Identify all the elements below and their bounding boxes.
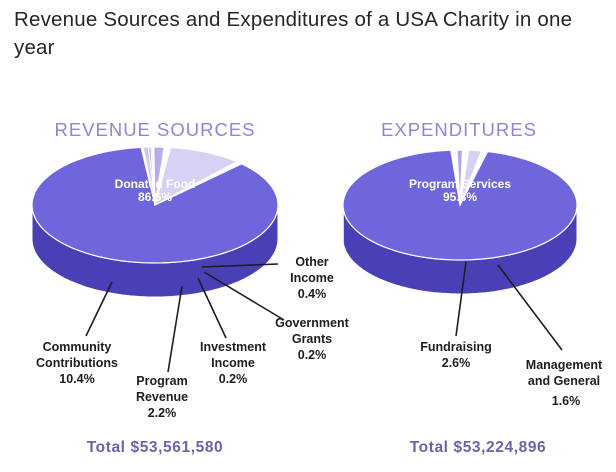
label-management-general-1: Management xyxy=(526,358,603,372)
value-community-contributions: 10.4% xyxy=(59,372,94,386)
slice-program-revenue xyxy=(153,146,165,206)
value-investment-income: 0.2% xyxy=(219,372,248,386)
label-program-revenue-2: Revenue xyxy=(136,390,188,404)
leader-lines xyxy=(85,261,563,373)
slice-management-and-general xyxy=(456,149,464,206)
leader-community-contributions xyxy=(85,281,113,337)
label-investment-income-1: Investment xyxy=(200,340,267,354)
leader-investment-income xyxy=(197,277,227,339)
label-community-contributions-2: Contributions xyxy=(36,356,118,370)
revenue-subtitle: REVENUE SOURCES xyxy=(54,119,255,140)
expenditures-pie xyxy=(342,149,578,295)
label-other-income-1: Other xyxy=(295,255,328,269)
value-other-income: 0.4% xyxy=(298,287,327,301)
value-program-services: 95.8% xyxy=(443,190,477,204)
leader-management-general xyxy=(497,264,563,351)
label-investment-income-2: Income xyxy=(211,356,255,370)
leader-program-revenue xyxy=(167,285,183,373)
leader-other-income xyxy=(201,263,279,268)
chart-title: Revenue Sources and Expenditures of a US… xyxy=(14,8,573,59)
expenditures-total: Total $53,224,896 xyxy=(410,439,547,456)
expenditures-subtitle: EXPENDITURES xyxy=(381,119,537,140)
slice-other-income xyxy=(142,146,156,206)
slice-fundraising xyxy=(459,149,483,206)
value-management-general: 1.6% xyxy=(552,394,581,408)
revenue-pie xyxy=(31,146,279,298)
label-government-grants-1: Government xyxy=(275,316,349,330)
slice-community-contributions xyxy=(154,146,239,207)
label-community-contributions-1: Community xyxy=(43,340,112,354)
value-government-grants: 0.2% xyxy=(298,348,327,362)
label-program-revenue-1: Program xyxy=(136,374,187,388)
leader-fundraising xyxy=(455,261,467,337)
label-program-services: Program Services xyxy=(409,177,511,191)
label-government-grants-2: Grants xyxy=(292,332,332,346)
revenue-total: Total $53,561,580 xyxy=(87,439,224,456)
value-fundraising: 2.6% xyxy=(442,356,471,370)
label-management-general-2: and General xyxy=(528,374,600,388)
slice-program-services xyxy=(342,149,578,261)
label-fundraising: Fundraising xyxy=(420,340,492,354)
label-donated-food: Donated Food xyxy=(115,177,196,191)
slice-labels: Donated Food 86.6% Other Income 0.4% Gov… xyxy=(36,177,603,420)
label-other-income-2: Income xyxy=(290,271,334,285)
leader-government-grants xyxy=(203,271,285,321)
value-program-revenue: 2.2% xyxy=(148,406,177,420)
value-donated-food: 86.6% xyxy=(138,190,172,204)
